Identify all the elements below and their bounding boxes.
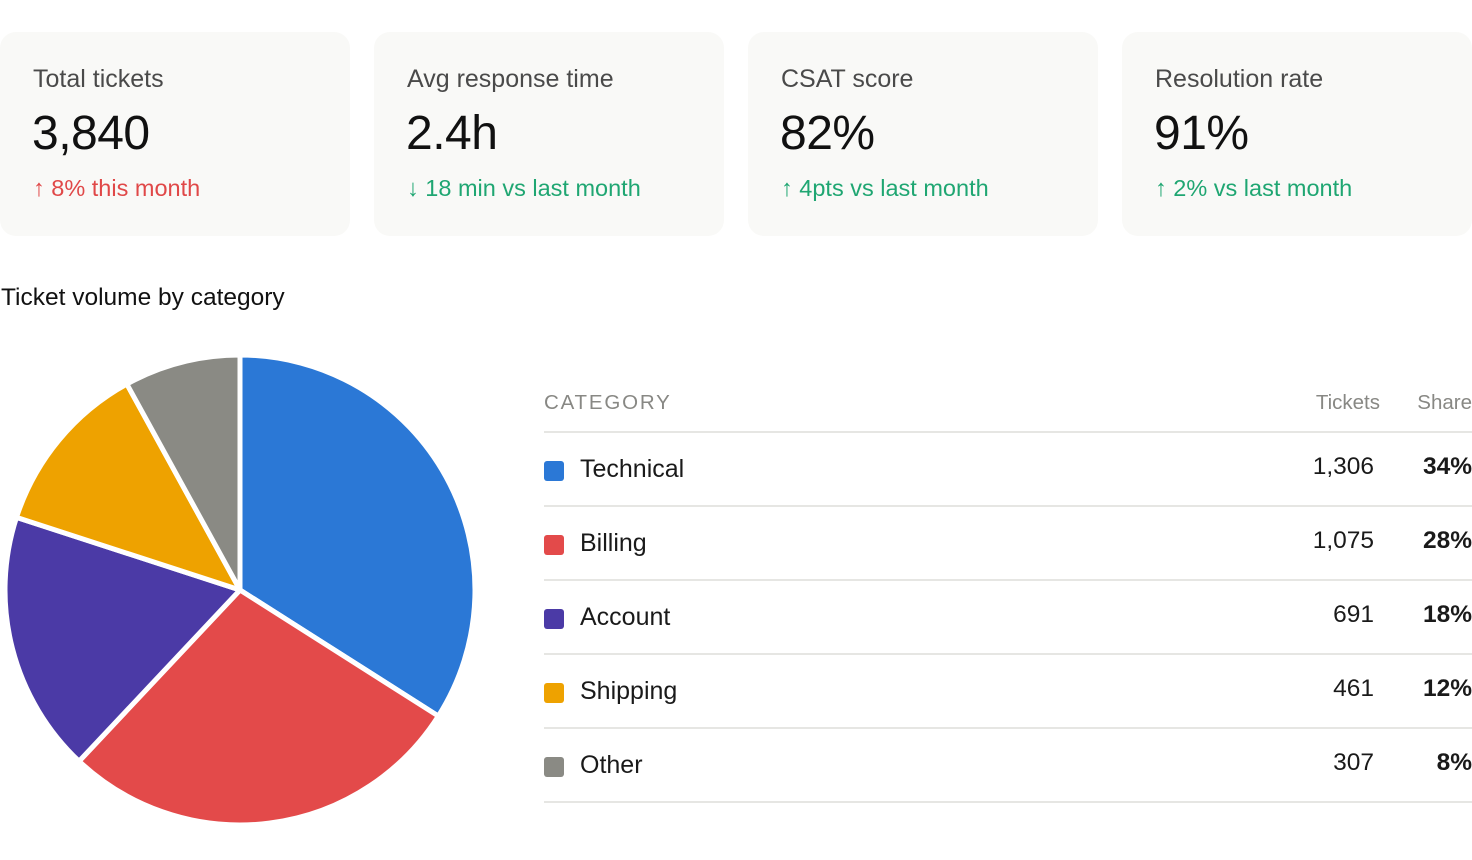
kpi-delta: ↑ 4pts vs last month	[781, 175, 989, 201]
legend-row-billing: Billing 1,075 28%	[544, 507, 1472, 581]
category-share: 18%	[1422, 601, 1472, 628]
category-share: 28%	[1422, 527, 1472, 554]
pie-chart-svg	[2, 352, 478, 828]
category-name: Account	[580, 603, 671, 631]
legend-swatch	[544, 609, 564, 629]
category-tickets: 461	[1333, 675, 1374, 702]
legend-swatch	[544, 461, 564, 481]
category-tickets: 1,075	[1312, 527, 1374, 554]
kpi-delta: ↓ 18 min vs last month	[407, 175, 641, 201]
pie-slice-account	[2, 514, 243, 764]
legend-swatch	[544, 757, 564, 777]
category-share: 12%	[1422, 675, 1472, 702]
kpi-value: 82%	[780, 107, 875, 160]
legend-row-account: Account 691 18%	[544, 581, 1472, 655]
category-name: Shipping	[580, 677, 678, 705]
header-category: CATEGORY	[544, 391, 672, 414]
header-tickets: Tickets	[1315, 391, 1380, 414]
kpi-value: 3,840	[32, 107, 150, 160]
legend-swatch	[544, 535, 564, 555]
category-tickets: 1,306	[1312, 453, 1374, 480]
kpi-label: CSAT score	[781, 65, 914, 93]
legend-row-technical: Technical 1,306 34%	[544, 433, 1472, 507]
section-title: Ticket volume by category	[1, 284, 285, 311]
kpi-value: 2.4h	[406, 107, 498, 160]
legend-swatch	[544, 683, 564, 703]
kpi-value: 91%	[1154, 107, 1249, 160]
kpi-card-csat-score: CSAT score 82% ↑ 4pts vs last month	[748, 32, 1098, 236]
kpi-delta: ↑ 8% this month	[33, 175, 201, 201]
category-tickets: 691	[1333, 601, 1374, 628]
category-name: Billing	[580, 529, 647, 557]
kpi-card-total-tickets: Total tickets 3,840 ↑ 8% this month	[0, 32, 350, 236]
header-share: Share	[1417, 391, 1472, 414]
pie-slice-billing	[76, 587, 441, 828]
category-name: Other	[580, 751, 643, 779]
legend-row-other: Other 307 8%	[544, 729, 1472, 803]
kpi-delta: ↑ 2% vs last month	[1155, 175, 1353, 201]
legend-row-shipping: Shipping 461 12%	[544, 655, 1472, 729]
category-share: 34%	[1422, 453, 1472, 480]
kpi-label: Resolution rate	[1155, 65, 1324, 93]
legend-header-row: CATEGORY Tickets Share	[544, 380, 1472, 433]
kpi-label: Total tickets	[33, 65, 164, 93]
pie-chart	[0, 344, 484, 834]
kpi-row: Total tickets 3,840 ↑ 8% this month Avg …	[0, 32, 1472, 236]
kpi-card-avg-response-time: Avg response time 2.4h ↓ 18 min vs last …	[374, 32, 724, 236]
pie-slice-other	[124, 352, 243, 593]
category-tickets: 307	[1333, 749, 1374, 776]
category-legend-table: CATEGORY Tickets Share Technical 1,306 3…	[544, 380, 1472, 803]
category-share: 8%	[1436, 749, 1472, 776]
category-name: Technical	[580, 455, 685, 483]
pie-slice-shipping	[14, 381, 243, 593]
kpi-label: Avg response time	[407, 65, 614, 93]
kpi-card-resolution-rate: Resolution rate 91% ↑ 2% vs last month	[1122, 32, 1472, 236]
